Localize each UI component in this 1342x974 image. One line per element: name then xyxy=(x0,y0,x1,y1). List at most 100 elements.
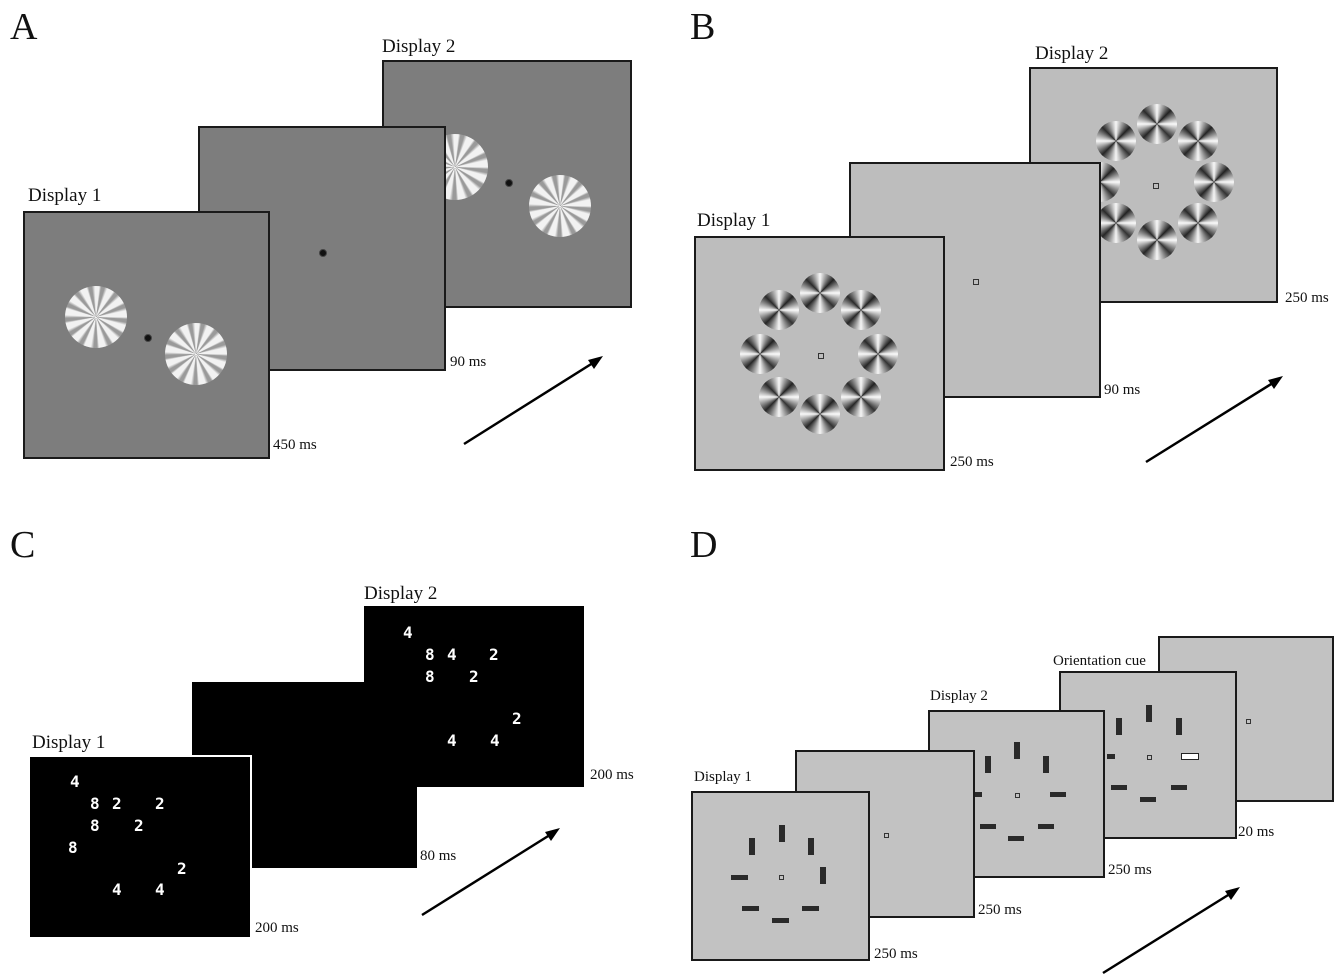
bar xyxy=(779,825,785,842)
fixation-point xyxy=(144,334,152,342)
grating-disc xyxy=(65,286,127,348)
digit: 2 xyxy=(155,794,165,813)
grating-disc xyxy=(1194,162,1234,202)
grating-disc xyxy=(740,334,780,374)
bar xyxy=(749,838,755,855)
digit: 8 xyxy=(68,838,78,857)
panel-label-b: B xyxy=(690,6,716,48)
fixation-square xyxy=(818,353,824,359)
digit: 4 xyxy=(403,623,413,642)
bar xyxy=(1171,785,1187,790)
bar xyxy=(1014,742,1020,759)
display1-frame-c: 4 8 2 2 8 2 8 2 4 4 xyxy=(28,755,252,939)
digit: 4 xyxy=(447,645,457,664)
bar xyxy=(1140,797,1156,802)
digit: 8 xyxy=(90,816,100,835)
display1-duration-d: 250 ms xyxy=(874,946,918,962)
bar xyxy=(820,867,826,884)
digit: 2 xyxy=(134,816,144,835)
bar xyxy=(742,906,759,911)
blank-duration-c: 80 ms xyxy=(420,848,457,864)
grating-disc xyxy=(1137,104,1177,144)
panel-label-a: A xyxy=(10,6,38,48)
panel-label-c: C xyxy=(10,524,36,566)
display2-label-a: Display 2 xyxy=(382,36,456,57)
orientation-cue-bar xyxy=(1181,753,1199,760)
bar xyxy=(1050,792,1066,797)
bar xyxy=(980,824,996,829)
fixation-square xyxy=(1015,793,1020,798)
display1-duration-c: 200 ms xyxy=(255,920,299,936)
display1-label-a: Display 1 xyxy=(28,185,102,206)
bar xyxy=(1107,754,1115,759)
display2-label-d: Display 2 xyxy=(930,688,988,704)
cue-label-d: Orientation cue xyxy=(1053,653,1146,669)
grating-disc xyxy=(1178,203,1218,243)
grating-disc xyxy=(1096,121,1136,161)
display1-label-d: Display 1 xyxy=(694,769,752,785)
grating-disc xyxy=(841,290,881,330)
grating-disc xyxy=(1137,220,1177,260)
display2-label-b: Display 2 xyxy=(1035,43,1109,64)
display2-duration-b: 250 ms xyxy=(1285,290,1329,306)
blank-duration-b: 90 ms xyxy=(1104,382,1141,398)
bar xyxy=(1043,756,1049,773)
digit: 4 xyxy=(112,880,122,899)
display1-label-b: Display 1 xyxy=(697,210,771,231)
display2-duration-d: 250 ms xyxy=(1108,862,1152,878)
grating-disc xyxy=(1096,203,1136,243)
digit: 4 xyxy=(447,731,457,750)
display1-duration-a: 450 ms xyxy=(273,437,317,453)
display1-frame-d xyxy=(691,791,870,961)
digit: 4 xyxy=(490,731,500,750)
digit: 4 xyxy=(70,772,80,791)
digit: 2 xyxy=(489,645,499,664)
digit: 8 xyxy=(90,794,100,813)
fixation-square xyxy=(1246,719,1251,724)
grating-disc xyxy=(1178,121,1218,161)
fixation-square xyxy=(973,279,979,285)
panel-label-d: D xyxy=(690,524,718,566)
display2-label-c: Display 2 xyxy=(364,583,438,604)
bar xyxy=(802,906,819,911)
bar xyxy=(985,756,991,773)
display1-frame-b xyxy=(694,236,945,471)
digit: 2 xyxy=(112,794,122,813)
bar xyxy=(1146,705,1152,722)
display1-label-c: Display 1 xyxy=(32,732,106,753)
display1-duration-b: 250 ms xyxy=(950,454,994,470)
grating-disc xyxy=(858,334,898,374)
bar xyxy=(731,875,748,880)
digit: 4 xyxy=(155,880,165,899)
fixation-square xyxy=(1153,183,1159,189)
fixation-point xyxy=(505,179,513,187)
fixation-square xyxy=(884,833,889,838)
fixation-point xyxy=(319,249,327,257)
display2-duration-c: 200 ms xyxy=(590,767,634,783)
bar xyxy=(1116,718,1122,735)
grating-disc xyxy=(800,273,840,313)
bar xyxy=(772,918,789,923)
digit: 8 xyxy=(425,645,435,664)
bar xyxy=(1008,836,1024,841)
bar xyxy=(1038,824,1054,829)
digit: 8 xyxy=(425,667,435,686)
digit: 2 xyxy=(177,859,187,878)
blank-duration-a: 90 ms xyxy=(450,354,487,370)
bar xyxy=(1176,718,1182,735)
digit: 2 xyxy=(512,709,522,728)
fixation-square xyxy=(1147,755,1152,760)
mask-duration-d: 20 ms xyxy=(1238,824,1275,840)
bar xyxy=(808,838,814,855)
grating-disc xyxy=(165,323,227,385)
grating-disc xyxy=(841,377,881,417)
grating-disc xyxy=(529,175,591,237)
grating-disc xyxy=(759,377,799,417)
digit: 2 xyxy=(469,667,479,686)
grating-disc xyxy=(800,394,840,434)
bar xyxy=(1111,785,1127,790)
